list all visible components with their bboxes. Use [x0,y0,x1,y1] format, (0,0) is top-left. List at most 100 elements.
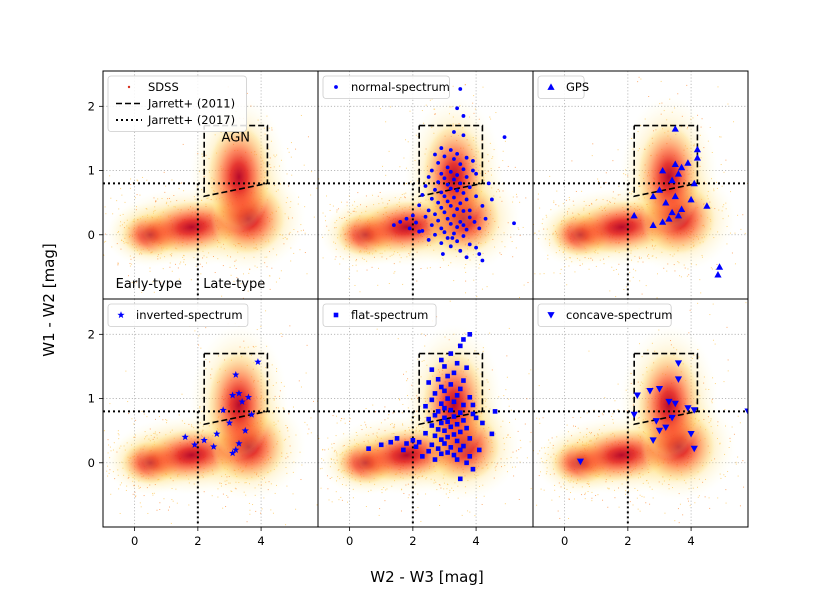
data-point [467,185,472,190]
x-tick-label: 0 [131,534,138,548]
sdss-point [618,506,620,508]
sdss-point [381,488,383,490]
sdss-point [677,261,679,263]
sdss-point [405,139,407,141]
sdss-point [116,451,118,453]
sdss-point [716,263,718,265]
sdss-point [731,426,733,428]
sdss-point [312,458,313,459]
sdss-point [689,309,691,311]
sdss-point [229,482,231,484]
sdss-point [489,116,491,118]
sdss-point [134,197,136,199]
sdss-point [618,273,620,275]
sdss-point [285,424,287,426]
sdss-point [433,249,435,251]
sdss-point [696,486,698,488]
sdss-point [337,278,338,279]
sdss-point [373,204,375,206]
sdss-point [276,254,278,256]
data-point [470,466,476,472]
sdss-point [201,266,203,268]
sdss-point [700,290,701,291]
sdss-point [256,329,258,331]
data-point [649,221,657,229]
data-point [461,223,466,228]
sdss-point [686,275,688,277]
sdss-point [129,255,131,257]
sdss-point [183,255,185,257]
sdss-point [402,423,404,425]
data-point [461,167,466,172]
sdss-point [639,494,641,496]
sdss-point [355,260,357,262]
sdss-point [365,426,367,428]
sdss-point [270,509,272,511]
sdss-point [280,382,282,384]
sdss-point [637,81,639,83]
sdss-point [171,429,173,431]
sdss-point [592,143,594,145]
sdss-point [304,232,306,234]
data-point [474,194,478,199]
sdss-point [179,182,181,184]
data-point [433,187,437,192]
sdss-point [573,204,575,206]
sdss-point [322,449,324,451]
sdss-point [719,443,721,445]
sdss-point [481,503,483,505]
sdss-point [348,277,350,279]
sdss-point [646,53,647,54]
sdss-point [293,295,294,296]
sdss-point [540,488,542,490]
sdss-point [297,203,299,205]
sdss-point [288,218,290,220]
sdss-point [196,186,198,188]
sdss-point [391,254,393,256]
sdss-point [634,487,636,489]
sdss-point [401,488,403,490]
sdss-point [124,201,126,203]
sdss-point [198,426,200,428]
reference-lines [533,124,748,299]
sdss-point [174,263,176,265]
sdss-point [632,190,634,192]
sdss-point [425,148,427,150]
sdss-point [281,234,283,236]
sdss-point [328,229,330,231]
sdss-point [344,216,346,218]
sdss-point [399,261,401,263]
sdss-point [336,455,338,457]
sdss-point [515,193,517,195]
sdss-point [697,496,699,498]
sdss-point [135,419,137,421]
sdss-point [627,175,629,177]
sdss-point [478,118,480,120]
sdss-point [698,478,700,480]
sdss-point [556,436,558,438]
sdss-point [457,485,459,487]
sdss-point [323,459,325,461]
sdss-point [687,500,689,502]
data-point [429,423,435,428]
sdss-point [714,383,716,385]
sdss-point [299,249,301,251]
sdss-point [288,185,290,187]
sdss-point [111,246,113,248]
sdss-point [754,477,755,478]
data-point [457,476,463,482]
sdss-point [184,422,186,424]
sdss-point [262,304,263,305]
sdss-point [144,438,146,440]
sdss-point [193,427,195,429]
sdss-point [230,490,232,492]
sdss-point [727,370,729,372]
sdss-point [121,224,123,226]
sdss-point [709,507,711,509]
sdss-point [354,284,356,286]
sdss-point [420,376,422,378]
sdss-point [666,270,668,272]
sdss-point [495,469,497,471]
sdss-point [133,283,135,285]
sdss-point [525,197,527,199]
